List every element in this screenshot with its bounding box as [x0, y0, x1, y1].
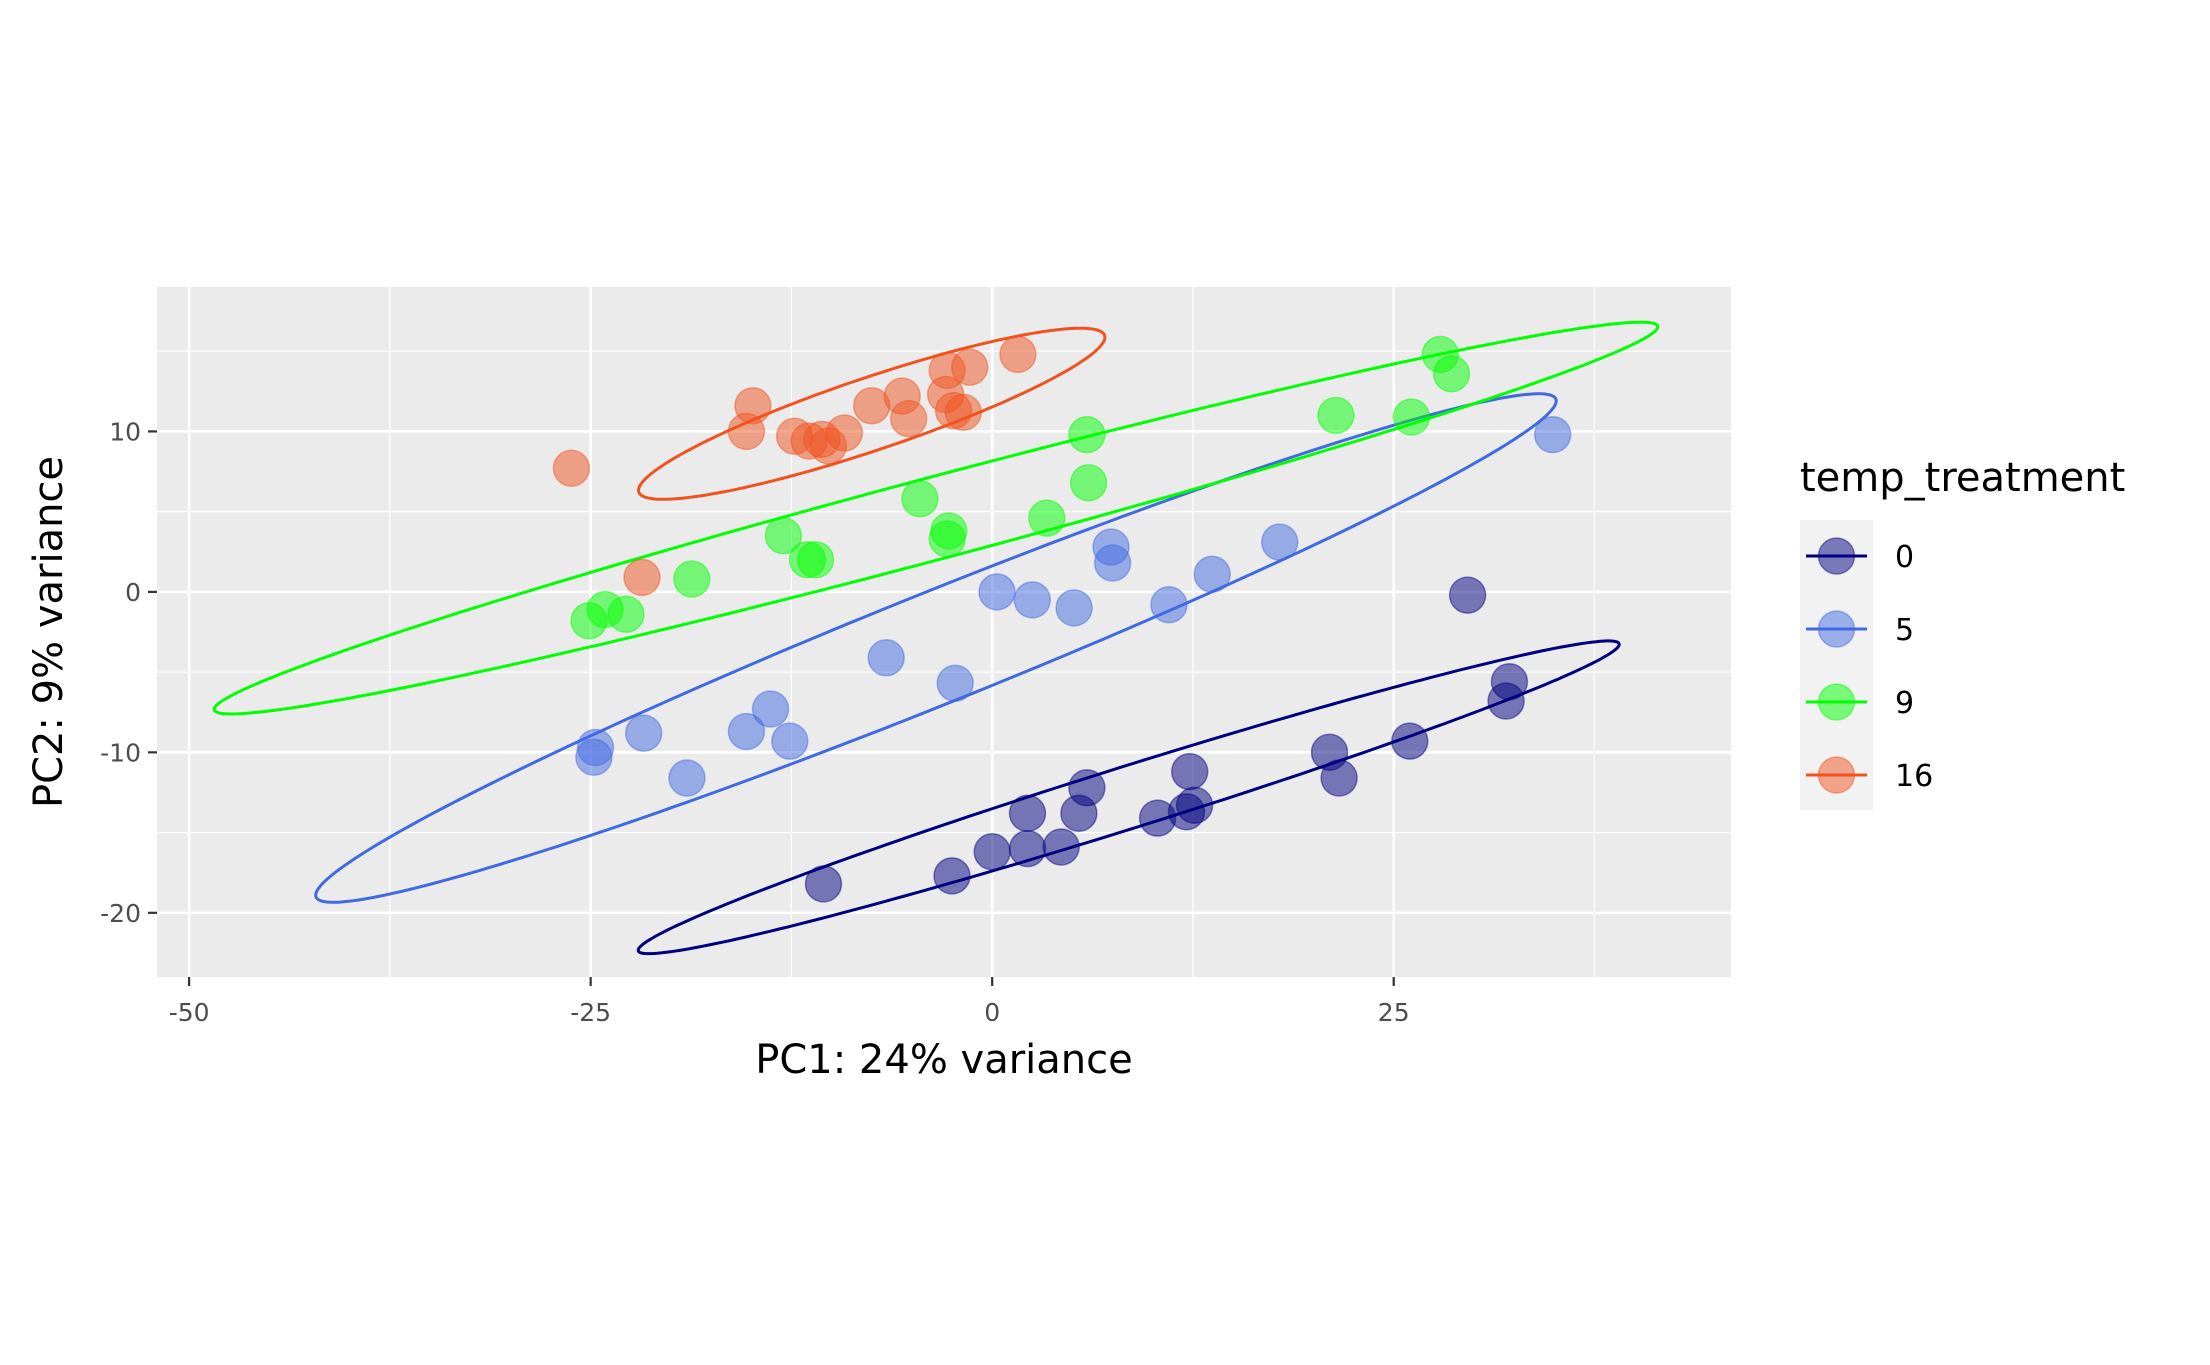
point-series-0: [1008, 829, 1047, 868]
x-tick-label: 25: [1378, 998, 1410, 1027]
legend-key-point-5: [1817, 610, 1856, 648]
point-series-16: [623, 558, 661, 597]
ellipse-series-16: [636, 326, 1107, 501]
point-series-16: [552, 449, 591, 488]
legend-items: 0 5 9 16: [1806, 537, 1933, 794]
point-series-0: [804, 865, 843, 903]
y-tick-label: -10: [100, 738, 141, 767]
point-series-0: [1487, 682, 1525, 720]
point-series-5: [668, 759, 706, 797]
y-axis-ticks: -20 -10 0 10: [100, 417, 157, 928]
point-series-5: [1260, 523, 1299, 561]
point-series-9: [1068, 415, 1106, 454]
point-series-0: [973, 833, 1011, 871]
point-series-0: [1042, 828, 1080, 866]
point-series-0: [1448, 576, 1487, 614]
legend-label-0: 0: [1895, 540, 1914, 575]
legend-title: temp_treatment: [1800, 455, 2125, 501]
y-tick-label: 10: [109, 417, 141, 446]
point-series-0: [1008, 794, 1047, 833]
point-series-5: [1093, 544, 1132, 582]
legend-key-point-16: [1817, 756, 1856, 794]
point-series-0: [1320, 759, 1358, 797]
point-series-5: [1055, 589, 1093, 627]
ellipse-series-0: [636, 639, 1621, 956]
point-series-5: [1150, 585, 1188, 624]
point-series-0: [1175, 786, 1214, 825]
y-tick-label: 0: [125, 578, 141, 607]
legend: temp_treatment 0 5 9 16: [1800, 455, 2125, 810]
minor-gridlines: [157, 287, 1731, 977]
x-tick-label: -50: [169, 998, 210, 1027]
confidence-ellipses: [212, 320, 1660, 956]
x-axis-ticks: -50 -25 0 25: [169, 977, 1410, 1027]
legend-label-5: 5: [1895, 613, 1914, 648]
major-gridlines: [157, 287, 1731, 977]
point-series-5: [1013, 581, 1052, 619]
point-series-5: [771, 722, 809, 760]
point-series-5: [727, 712, 766, 751]
point-series-16: [950, 348, 989, 386]
point-series-16: [999, 335, 1037, 374]
point-series-5: [936, 664, 974, 703]
point-series-9: [1317, 396, 1355, 435]
point-series-9: [607, 595, 645, 634]
x-axis-title: PC1: 24% variance: [755, 1037, 1133, 1083]
legend-label-16: 16: [1895, 759, 1933, 794]
point-series-5: [978, 573, 1016, 611]
legend-key-point-0: [1817, 537, 1856, 575]
point-series-0: [1391, 722, 1429, 760]
data-points: [552, 335, 1572, 903]
point-series-9: [1392, 398, 1431, 436]
x-tick-label: -25: [570, 998, 611, 1027]
point-series-0: [1170, 752, 1209, 791]
y-tick-label: -20: [100, 899, 141, 928]
point-series-5: [624, 714, 663, 752]
point-series-5: [867, 638, 905, 677]
point-series-5: [575, 738, 613, 776]
y-axis-title: PC2: 9% variance: [26, 456, 72, 808]
point-series-9: [928, 520, 966, 558]
point-series-9: [1432, 354, 1471, 393]
point-series-0: [933, 857, 971, 895]
point-series-16: [727, 412, 766, 451]
point-series-16: [889, 399, 928, 438]
point-series-5: [1533, 415, 1572, 454]
point-series-5: [751, 690, 790, 728]
ellipse-series-9: [212, 320, 1660, 716]
point-series-9: [1028, 499, 1066, 537]
point-series-9: [764, 516, 803, 555]
point-series-9: [1069, 464, 1108, 502]
legend-label-9: 9: [1895, 686, 1914, 721]
point-series-9: [796, 541, 835, 579]
point-series-16: [825, 414, 864, 452]
point-series-16: [944, 393, 983, 431]
point-series-9: [673, 560, 711, 598]
point-series-9: [901, 480, 939, 518]
point-series-5: [1193, 555, 1231, 593]
x-tick-label: 0: [984, 998, 1000, 1027]
point-series-0: [1068, 768, 1106, 807]
legend-key-point-9: [1817, 683, 1856, 721]
